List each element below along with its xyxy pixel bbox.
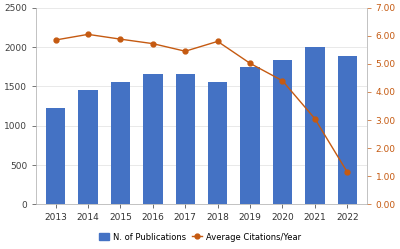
Average Citations/Year — [312, 117, 317, 120]
Average Citations/Year — [215, 40, 220, 43]
Bar — [111, 82, 130, 204]
Average Citations/Year — [183, 50, 188, 53]
Bar — [273, 60, 292, 204]
Average Citations/Year — [53, 39, 58, 42]
Average Citations/Year — [150, 42, 155, 45]
Bar — [208, 82, 227, 204]
Bar — [46, 108, 65, 204]
Bar — [305, 47, 324, 204]
Bar — [143, 74, 162, 204]
Average Citations/Year — [86, 33, 90, 36]
Legend: N. of Publications, Average Citations/Year: N. of Publications, Average Citations/Ye… — [96, 229, 304, 245]
Bar — [338, 57, 357, 204]
Average Citations/Year — [280, 79, 285, 82]
Average Citations/Year — [118, 38, 123, 41]
Average Citations/Year — [345, 171, 350, 174]
Average Citations/Year — [248, 62, 252, 65]
Bar — [78, 89, 98, 204]
Bar — [240, 67, 260, 204]
Line: Average Citations/Year: Average Citations/Year — [53, 32, 350, 175]
Bar — [176, 74, 195, 204]
